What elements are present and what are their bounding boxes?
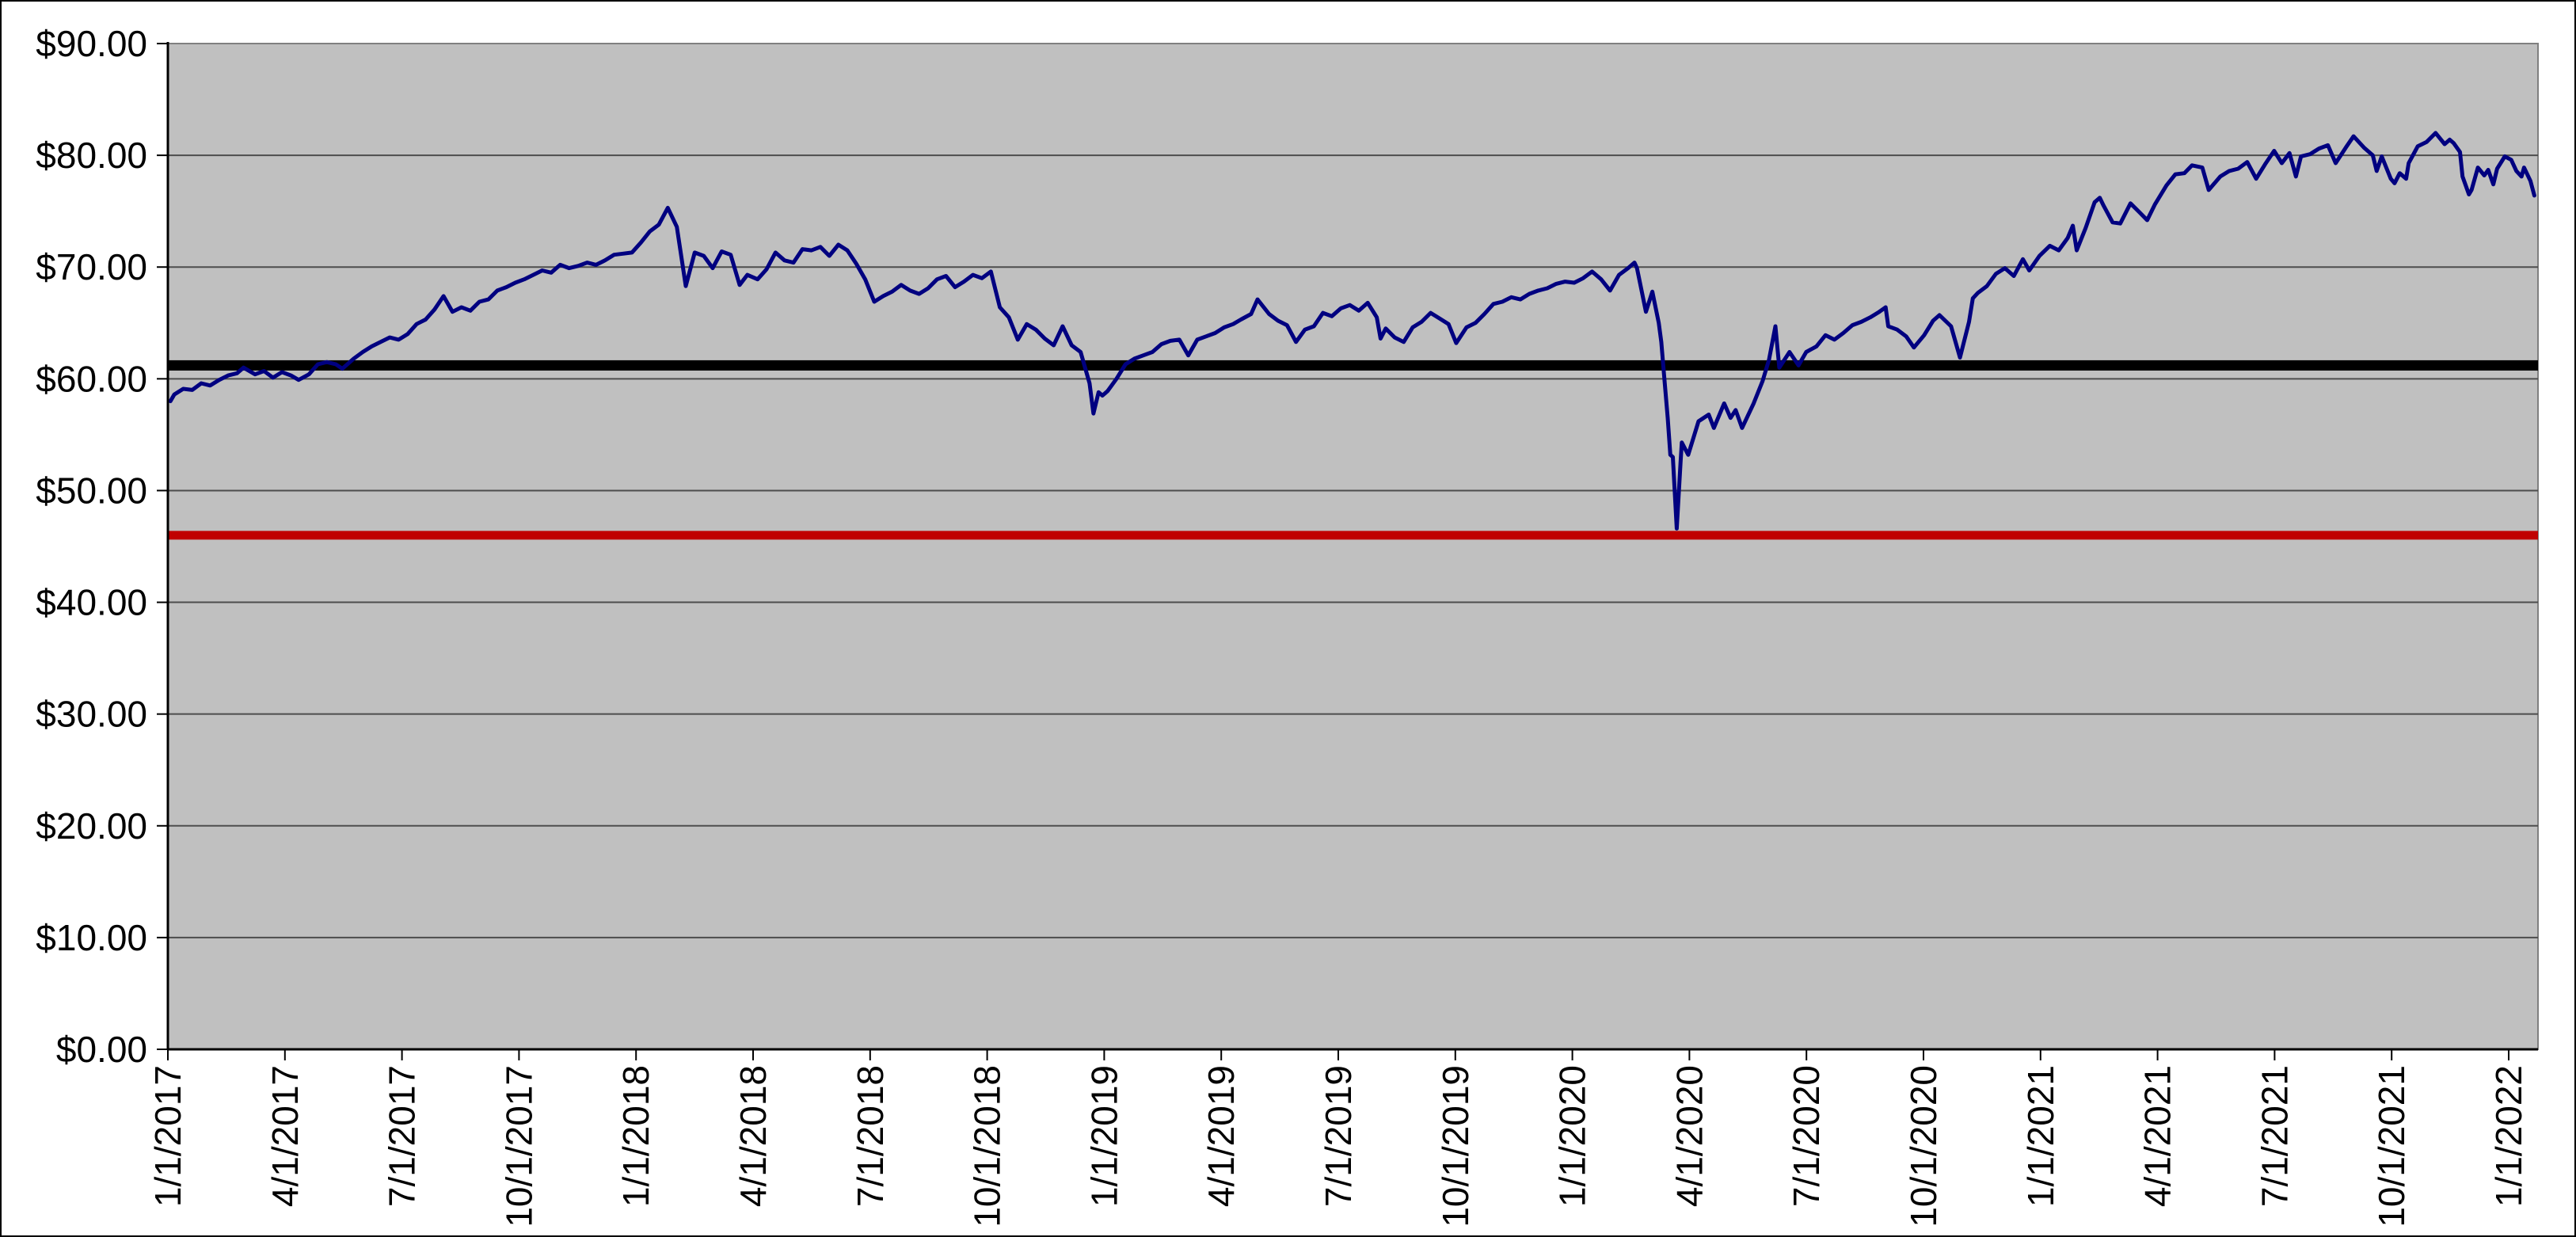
- y-axis-label: $70.00: [36, 246, 147, 287]
- x-axis-label: 1/1/2017: [147, 1065, 188, 1207]
- x-axis-label: 7/1/2021: [2254, 1065, 2295, 1207]
- price-series: [168, 131, 2536, 531]
- x-axis-label: 4/1/2017: [264, 1065, 306, 1207]
- y-axis-label: $10.00: [36, 917, 147, 958]
- x-axis-label: 1/1/2020: [1552, 1065, 1593, 1207]
- red-reference-line: [168, 531, 2538, 540]
- x-axis-label: 10/1/2019: [1435, 1065, 1476, 1227]
- x-axis-label: 10/1/2020: [1903, 1065, 1944, 1227]
- x-axis-label: 1/1/2021: [2020, 1065, 2061, 1207]
- x-axis-label: 7/1/2017: [382, 1065, 423, 1207]
- x-axis-label: 4/1/2019: [1200, 1065, 1242, 1207]
- x-axis-label: 7/1/2019: [1318, 1065, 1359, 1207]
- y-axis-label: $0.00: [56, 1029, 147, 1070]
- x-axis-label: 10/1/2017: [498, 1065, 539, 1227]
- x-axis-label: 10/1/2018: [967, 1065, 1008, 1227]
- y-axis-label: $30.00: [36, 694, 147, 735]
- y-axis-label: $90.00: [36, 23, 147, 64]
- y-axis-label: $80.00: [36, 135, 147, 176]
- x-axis-label: 4/1/2020: [1669, 1065, 1710, 1207]
- x-axis-label: 7/1/2018: [850, 1065, 891, 1207]
- y-axis-label: $20.00: [36, 805, 147, 847]
- x-axis-label: 1/1/2018: [615, 1065, 656, 1207]
- y-axis-label: $50.00: [36, 470, 147, 511]
- black-reference-line: [168, 360, 2538, 371]
- x-axis-label: 1/1/2022: [2488, 1065, 2529, 1207]
- x-axis-label: 4/1/2021: [2137, 1065, 2178, 1207]
- y-axis-label: $40.00: [36, 582, 147, 623]
- x-axis-label: 10/1/2021: [2371, 1065, 2412, 1227]
- x-axis-label: 4/1/2018: [732, 1065, 774, 1207]
- plot-area: [167, 43, 2539, 1050]
- y-axis-label: $60.00: [36, 358, 147, 399]
- x-axis-label: 7/1/2020: [1786, 1065, 1827, 1207]
- x-axis-label: 1/1/2019: [1083, 1065, 1124, 1207]
